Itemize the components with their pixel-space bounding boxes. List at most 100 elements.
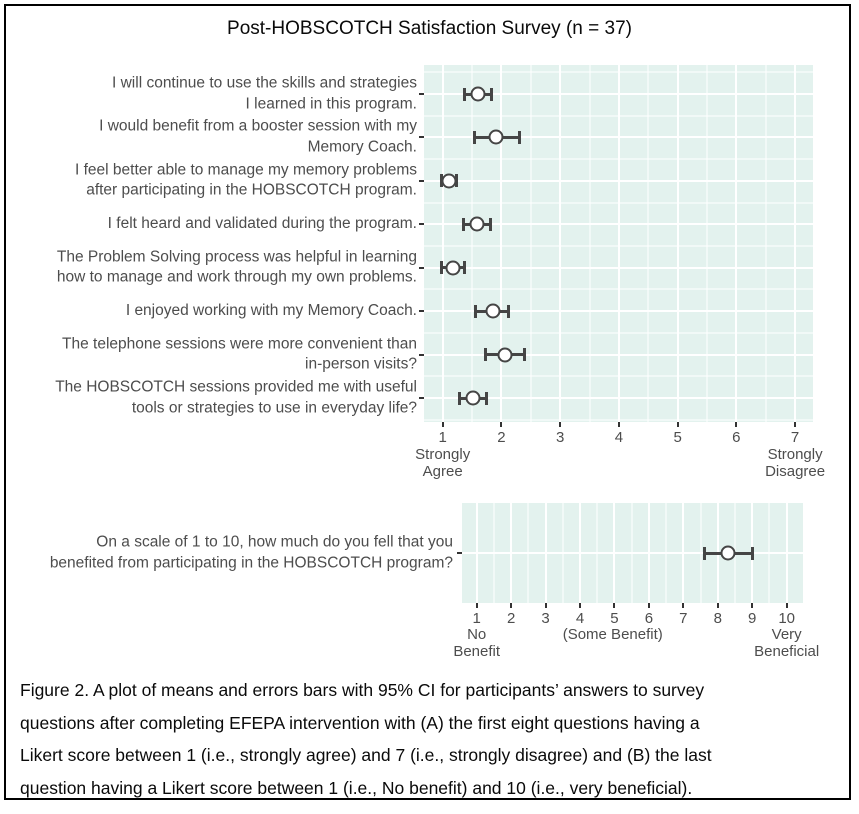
x-tick-label: 7	[679, 610, 688, 627]
caption-line-4: question having a Likert score between 1…	[20, 777, 693, 798]
question-label: The Problem Solving process was helpful …	[56, 248, 417, 286]
mean-point	[497, 347, 513, 363]
x-axis-tick	[647, 603, 650, 608]
question-label: I will continue to use the skills and st…	[112, 74, 417, 113]
figure-caption: Figure 2. A plot of means and errors bar…	[20, 674, 842, 804]
mean-point	[485, 303, 501, 319]
question-label: On a scale of 1 to 10, how much do you f…	[49, 533, 453, 572]
x-tick-label: 3	[541, 610, 550, 627]
y-axis-tick	[419, 266, 424, 269]
error-bar-cap-left	[457, 391, 461, 405]
error-bar-cap-left	[461, 217, 465, 231]
gridline-horizontal-major	[424, 353, 813, 356]
x-axis-tick	[617, 422, 620, 427]
mean-point	[469, 216, 485, 232]
error-bar-cap-left	[440, 174, 444, 188]
question-label: I would benefit from a booster session w…	[99, 117, 417, 156]
gridline-vertical-minor	[705, 65, 708, 422]
error-bar-cap-right	[517, 130, 521, 144]
gridline-vertical-major	[676, 65, 679, 422]
x-tick-label: 5	[673, 429, 682, 446]
error-bar-cap-left	[472, 130, 476, 144]
gridline-vertical-minor	[764, 65, 767, 422]
x-tick-label: 9	[748, 610, 757, 627]
y-axis-tick	[419, 223, 424, 226]
x-tick-label: 4	[575, 610, 585, 627]
x-axis-tick	[544, 603, 547, 608]
axis-anchor-label: No Benefit	[453, 626, 501, 660]
x-axis-tick	[735, 422, 738, 427]
y-axis-tick	[419, 179, 424, 182]
error-bar-cap-left	[702, 546, 706, 560]
x-tick-label: 3	[555, 429, 565, 446]
gridline-vertical-minor	[471, 65, 474, 422]
y-axis-tick	[419, 93, 424, 95]
figure-border	[4, 4, 851, 800]
gridline-vertical-minor	[647, 65, 650, 422]
axis-anchor-label: Very Beneficial	[754, 626, 820, 660]
figure-title: Post-HOBSCOTCH Satisfaction Survey (n = …	[227, 18, 632, 39]
axis-anchor-label: Strongly Disagree	[765, 446, 826, 480]
x-tick-label: 4	[614, 429, 624, 446]
x-tick-label: 6	[644, 610, 654, 627]
gridline-vertical-major	[500, 65, 503, 422]
y-axis-tick	[419, 353, 424, 356]
gridline-vertical-major	[794, 65, 797, 422]
gridline-horizontal-major	[424, 310, 813, 313]
gridline-horizontal-major	[424, 397, 813, 399]
gridline-horizontal-major	[462, 552, 803, 554]
caption-line-1: Figure 2. A plot of means and errors bar…	[20, 680, 705, 700]
x-axis-tick	[751, 603, 754, 608]
x-tick-label: 8	[713, 610, 722, 627]
x-axis-tick	[510, 603, 513, 608]
x-tick-label: 6	[732, 429, 741, 446]
error-bar-cap-left	[462, 87, 466, 101]
axis-anchor-label: (Some Benefit)	[562, 626, 663, 643]
x-tick-label: 1	[472, 610, 481, 627]
caption-line-2: questions after completing EFEPA interve…	[20, 712, 700, 733]
mean-point	[720, 545, 736, 561]
question-label: The HOBSCOTCH sessions provided me with …	[55, 378, 417, 417]
x-tick-label: 10	[778, 610, 795, 627]
error-bar-cap-right	[462, 261, 466, 275]
error-bar-cap-right	[489, 87, 493, 101]
x-tick-label: 2	[497, 429, 506, 446]
x-axis-tick	[559, 422, 562, 427]
axis-anchor-label: Strongly Agree	[415, 446, 471, 480]
x-axis-tick	[785, 603, 788, 608]
question-label: I enjoyed working with my Memory Coach.	[125, 301, 417, 319]
mean-point	[465, 390, 481, 406]
caption-line-3: Likert score between 1 (i.e., strongly a…	[20, 745, 712, 765]
x-axis-tick	[613, 603, 616, 608]
y-axis-tick	[457, 552, 462, 554]
x-axis-tick	[794, 422, 797, 427]
mean-point	[441, 173, 457, 189]
mean-point	[445, 260, 461, 276]
x-axis-tick	[716, 603, 719, 608]
error-bar-cap-left	[484, 348, 488, 362]
x-axis-tick	[682, 603, 685, 608]
error-bar-cap-right	[522, 348, 526, 362]
x-tick-label: 1	[438, 429, 447, 446]
error-bar-cap-right	[506, 304, 510, 318]
gridline-vertical-major	[441, 65, 444, 422]
gridline-horizontal-major	[424, 136, 813, 139]
gridline-vertical-major	[735, 65, 738, 422]
question-label: I feel better able to manage my memory p…	[74, 161, 417, 199]
error-bar-cap-right	[485, 391, 489, 405]
y-axis-tick	[419, 136, 424, 139]
gridline-vertical-minor	[529, 65, 532, 422]
x-tick-label: 5	[610, 610, 619, 627]
question-label: The telephone sessions were more conveni…	[62, 335, 417, 373]
error-bar-cap-left	[474, 304, 478, 318]
gridline-horizontal-major	[424, 223, 813, 226]
gridline-horizontal-major	[424, 93, 813, 95]
y-axis-tick	[419, 397, 424, 399]
y-axis-tick	[419, 310, 424, 313]
x-axis-tick	[475, 603, 478, 608]
gridline-horizontal-major	[424, 179, 813, 182]
gridline-vertical-major	[559, 65, 562, 422]
x-axis-tick	[500, 422, 503, 427]
x-axis-tick	[579, 603, 582, 608]
